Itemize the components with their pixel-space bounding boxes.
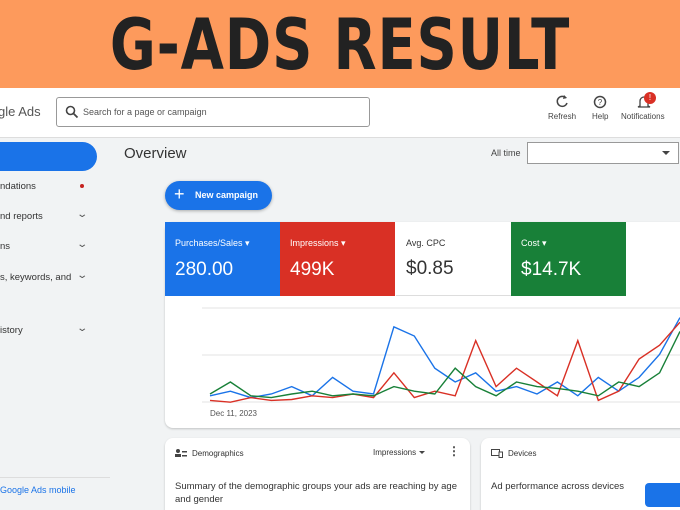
card-title: Demographics xyxy=(192,449,244,458)
series-line xyxy=(209,317,680,399)
devices-icon xyxy=(491,449,503,458)
metric-tile[interactable]: Avg. CPC $0.85 xyxy=(396,222,511,296)
dropdown-arrow xyxy=(419,451,425,454)
page-title: Overview xyxy=(124,145,187,162)
plus-icon: + xyxy=(174,184,185,204)
card-text: Ad performance across devices xyxy=(491,481,625,492)
metric-tile[interactable]: Impressions ▾ 499K xyxy=(280,222,395,296)
divider xyxy=(0,477,110,478)
chevron: ⌄ xyxy=(76,239,89,250)
sidebar-item[interactable]: ndations xyxy=(0,181,36,192)
refresh-label[interactable]: Refresh xyxy=(548,112,577,121)
sidebar-item[interactable]: nd reports xyxy=(0,211,43,222)
card-text: Summary of the demographic groups your a… xyxy=(175,481,457,505)
metric-dropdown[interactable]: Impressions xyxy=(373,448,417,457)
active-nav-item[interactable] xyxy=(0,142,97,171)
demographics-card: Demographics Impressions ⋮ Summary of th… xyxy=(165,438,470,510)
metric-tile[interactable]: Cost ▾ $14.7K xyxy=(511,222,626,296)
sidebar-item[interactable]: istory xyxy=(0,325,23,336)
line-chart: Dec 11, 2023 xyxy=(202,307,680,418)
help-label[interactable]: Help xyxy=(592,112,609,121)
metric-value: 499K xyxy=(290,259,335,280)
metric-label: Avg. CPC xyxy=(406,238,446,248)
alert-dot xyxy=(80,184,84,188)
search-placeholder: Search for a page or campaign xyxy=(83,107,207,117)
metric-tile[interactable]: Purchases/Sales ▾ 280.00 xyxy=(165,222,280,296)
search-icon xyxy=(65,105,79,119)
metric-label: Cost ▾ xyxy=(521,238,547,248)
card-title: Devices xyxy=(508,449,537,458)
date-dropdown[interactable] xyxy=(527,142,679,164)
devices-card: Devices Ad performance across devices xyxy=(481,438,680,510)
series-line xyxy=(209,331,680,399)
metric-value: 280.00 xyxy=(175,259,234,280)
more-menu[interactable]: ⋮ xyxy=(448,444,460,458)
metric-value: $0.85 xyxy=(406,258,454,279)
metric-label: Impressions ▾ xyxy=(290,238,346,248)
metric-label: Purchases/Sales ▾ xyxy=(175,238,250,248)
logo: gle Ads xyxy=(0,104,41,119)
search-box[interactable]: Search for a page or campaign xyxy=(56,97,370,127)
new-campaign-button[interactable]: + New campaign xyxy=(165,181,272,210)
svg-text:?: ? xyxy=(598,98,603,107)
sidebar-footer[interactable]: Google Ads mobile xyxy=(0,485,76,495)
banner xyxy=(0,0,680,88)
button-label: New campaign xyxy=(195,190,259,200)
chevron: ⌄ xyxy=(76,270,89,281)
side-button[interactable] xyxy=(645,483,680,507)
dropdown-arrow xyxy=(662,151,670,155)
metric-value: $14.7K xyxy=(521,259,582,280)
x-label: Dec 11, 2023 xyxy=(210,409,258,418)
series-line xyxy=(209,321,680,403)
notification-badge: ! xyxy=(644,92,656,104)
notifications-label[interactable]: Notifications xyxy=(621,112,665,121)
chevron: ⌄ xyxy=(76,209,89,220)
chevron: ⌄ xyxy=(76,323,89,334)
banner-title: G-ADS RESULT xyxy=(109,4,571,86)
range-label: All time xyxy=(491,148,521,158)
sidebar-item[interactable]: ns xyxy=(0,241,11,252)
demographics-icon xyxy=(175,449,187,457)
sidebar-item[interactable]: s, keywords, and xyxy=(0,272,72,283)
